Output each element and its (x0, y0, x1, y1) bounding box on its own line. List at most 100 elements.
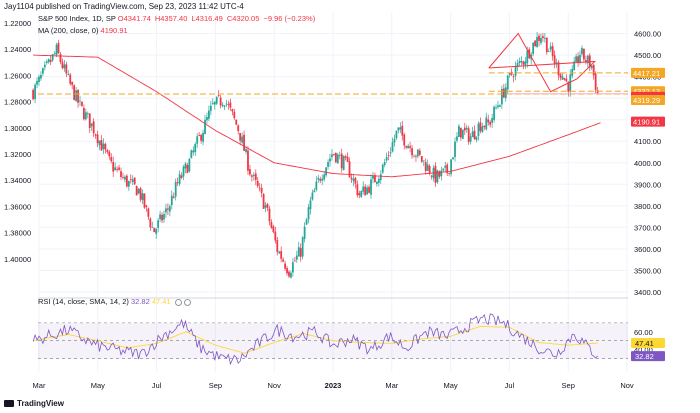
candle-body (40, 74, 42, 79)
candle-body (227, 104, 230, 105)
candle-body (188, 158, 191, 172)
candle-body (104, 143, 107, 150)
candle-body (352, 178, 355, 181)
price-tag-label: 4190.91 (633, 118, 660, 127)
rsi-legend[interactable]: RSI (14, close, SMA, 14, 2) 32.82 47.41 (38, 297, 191, 306)
candle-body (415, 155, 417, 157)
candle-body (323, 174, 326, 180)
candle-body (477, 123, 480, 137)
candle-body (61, 61, 64, 69)
candle-body (372, 175, 374, 179)
candle-body (413, 156, 415, 158)
candle-body (247, 150, 249, 171)
candle-body (311, 192, 314, 200)
candle-body (489, 121, 492, 125)
candle-body (467, 128, 470, 143)
settings-circle-icon[interactable] (183, 298, 191, 306)
candle-body (381, 164, 384, 173)
candle-body (153, 227, 156, 233)
candle-body (391, 142, 394, 152)
candle-body (522, 61, 525, 65)
symbol-row[interactable]: S&P 500 Index, 1D, SP O4341.74 H4357.40 … (38, 14, 317, 23)
candle-body (168, 206, 171, 212)
price-tick-label: 3600.00 (634, 245, 661, 254)
main-price-pane[interactable] (32, 32, 628, 279)
candle-body (92, 121, 95, 134)
candle-body (506, 75, 509, 90)
candle-body (514, 66, 517, 76)
candle-body (268, 208, 271, 222)
candle-body (491, 117, 494, 123)
date-tick-label: May (444, 381, 458, 390)
rsi-tick-label: 40.00 (634, 346, 653, 355)
candle-body (342, 156, 345, 171)
date-tick-label: Sep (562, 381, 575, 390)
candle-body (473, 130, 476, 139)
candle-body (405, 145, 408, 148)
candle-body (469, 136, 472, 142)
candle-body (198, 135, 201, 137)
candle-body (186, 165, 189, 174)
ma-legend[interactable]: MA (200, close, 0) 4190.91 (38, 26, 128, 35)
candle-body (71, 82, 74, 85)
candle-body (174, 182, 177, 197)
candle-body (133, 177, 136, 185)
candle-body (362, 186, 365, 192)
candle-body (106, 150, 109, 153)
candle-body (397, 127, 400, 131)
candle-body (395, 130, 398, 139)
candle-body (358, 193, 361, 196)
date-tick-label: Mar (385, 381, 398, 390)
candle-body (338, 155, 341, 156)
candle-body (79, 100, 81, 102)
candle-body (96, 134, 99, 144)
tradingview-brand[interactable]: TradingView (4, 399, 64, 408)
grid (38, 12, 628, 372)
candle-body (245, 149, 247, 153)
candle-body (233, 111, 236, 119)
candle-body (59, 54, 62, 62)
symbol-title[interactable]: S&P 500 Index, 1D, SP (38, 14, 116, 23)
candle-body (387, 155, 390, 156)
candle-body (151, 226, 154, 228)
candle-body (532, 42, 535, 54)
candle-body (190, 150, 193, 158)
candle-body (512, 76, 515, 78)
candle-body (465, 127, 468, 130)
candle-body (290, 272, 292, 278)
candle-body (166, 208, 169, 210)
candle-body (325, 167, 328, 176)
date-tick-label: Mar (33, 381, 46, 390)
candle-body (114, 167, 117, 170)
candle-body (334, 152, 337, 163)
date-tick-label: Jul (152, 381, 162, 390)
rsi-ma-value: 47.41 (151, 297, 171, 306)
price-tick-label: 3800.00 (634, 202, 661, 211)
candle-body (250, 175, 253, 177)
candle-body (276, 240, 279, 252)
price-tag (631, 67, 665, 78)
candle-body (563, 78, 566, 80)
candle-body (350, 177, 353, 180)
candle-body (258, 187, 261, 189)
candle-body (434, 165, 437, 183)
rsi-pane[interactable] (32, 313, 628, 366)
candle-body (409, 146, 411, 148)
candle-body (463, 127, 466, 131)
candle-body (516, 63, 519, 68)
candle-body (493, 106, 495, 120)
axes: 4600.004500.004400.004300.004200.004100.… (4, 19, 665, 390)
candle-body (77, 89, 79, 103)
candle-body (575, 56, 578, 62)
candle-body (182, 166, 185, 177)
candle-body (288, 271, 290, 277)
candle-body (161, 214, 163, 221)
candle-body (122, 176, 124, 178)
candle-body (315, 181, 318, 190)
candle-body (590, 65, 593, 69)
settings-circle-icon[interactable] (174, 298, 182, 306)
candle-body (53, 53, 56, 55)
candle-body (178, 174, 181, 184)
candle-body (518, 61, 521, 63)
candle-body (555, 62, 558, 64)
